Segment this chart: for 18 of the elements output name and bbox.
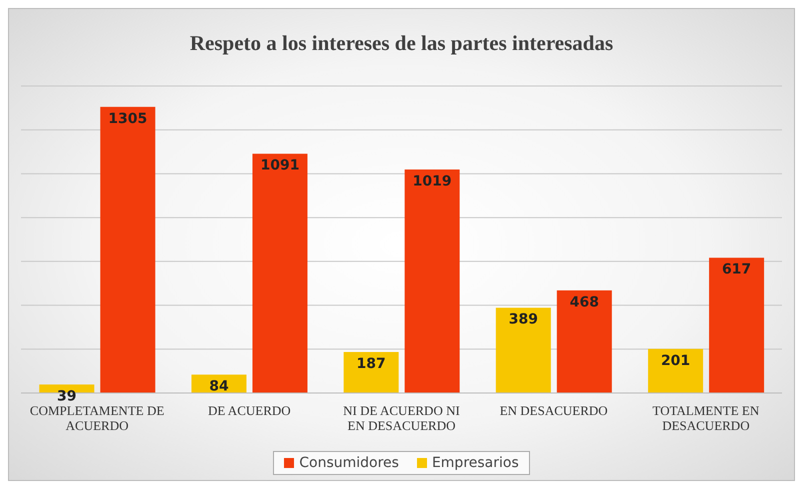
x-tick-label: DE ACUERDO (208, 403, 291, 418)
legend-label: Consumidores (298, 455, 399, 471)
x-tick-label: COMPLETAMENTE DE ACUERDO (30, 403, 164, 433)
data-label: 617 (722, 262, 752, 278)
x-tick-label: TOTALMENTE EN DESACUERDO (652, 403, 760, 433)
data-label: 39 (57, 388, 77, 404)
x-tick-label: EN DESACUERDO (500, 403, 608, 418)
data-label: 1019 (412, 173, 452, 190)
data-label: 84 (209, 378, 229, 395)
chart-title: Respeto a los intereses de las partes interesadas (188, 30, 614, 57)
data-label: 187 (356, 356, 386, 372)
data-label: 1091 (260, 158, 300, 174)
legend-label: Empresarios (430, 455, 519, 471)
data-label: 468 (570, 294, 599, 310)
data-label: 201 (660, 352, 690, 369)
data-label: 1305 (108, 110, 148, 127)
data-label: 389 (508, 312, 538, 328)
x-tick-label: NI DE ACUERDO NI EN DESACUERDO (343, 403, 460, 433)
